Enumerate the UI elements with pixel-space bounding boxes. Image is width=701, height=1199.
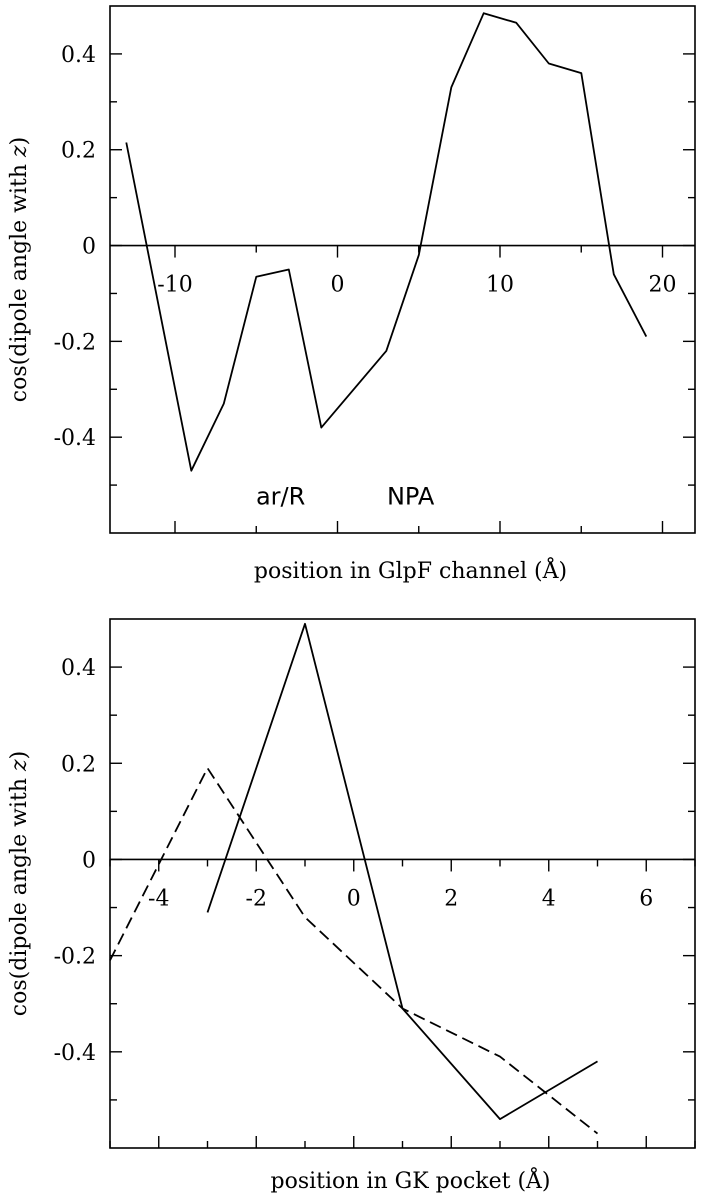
x-tick-label: 2 [444, 886, 458, 911]
y-tick-label: 0.4 [61, 656, 96, 681]
region-annotation: NPA [387, 482, 435, 510]
y-axis-title: cos(dipole angle with z) [7, 751, 32, 1016]
series-line-solid [125, 12, 648, 472]
series-line-dashed [109, 767, 599, 1135]
y-tick-label: -0.4 [54, 426, 96, 451]
region-annotation: ar/R [256, 482, 305, 510]
y-tick-label: 0.2 [61, 752, 96, 777]
x-tick-label: -10 [157, 273, 192, 298]
x-tick-label: 10 [486, 273, 514, 298]
chart-bottom-gk-pocket: -4 -2 0 2 4 6 -0.4 -0.2 0 0.2 0.4 position in GK po… [7, 618, 696, 1194]
x-tick-label: -4 [148, 886, 169, 911]
x-axis-title: position in GK pocket (Å) [270, 1166, 550, 1194]
x-tick-label: 20 [649, 273, 677, 298]
x-tick-label: 6 [639, 886, 653, 911]
y-tick-label: 0.2 [61, 139, 96, 164]
chart-top-glpf-channel: -10 0 10 20 -0.4 -0.2 0 0.2 0.4 position in GlpF … [7, 5, 696, 584]
y-tick-label: -0.4 [54, 1041, 96, 1066]
x-axis-title: position in GlpF channel (Å) [254, 556, 567, 584]
y-tick-label: 0.4 [61, 43, 96, 68]
y-axis-title: cos(dipole angle with z) [7, 137, 32, 402]
y-tick-label: -0.2 [54, 330, 96, 355]
y-tick-label: -0.2 [54, 945, 96, 970]
y-tick-label: 0 [82, 235, 96, 260]
plot-frame [109, 5, 696, 534]
plot-frame [109, 618, 696, 1149]
x-tick-label: -2 [246, 886, 267, 911]
x-tick-label: 0 [347, 886, 361, 911]
series-line-solid [206, 622, 598, 1120]
y-tick-label: 0 [82, 848, 96, 873]
x-tick-label: 0 [331, 273, 345, 298]
x-tick-label: 4 [542, 886, 556, 911]
